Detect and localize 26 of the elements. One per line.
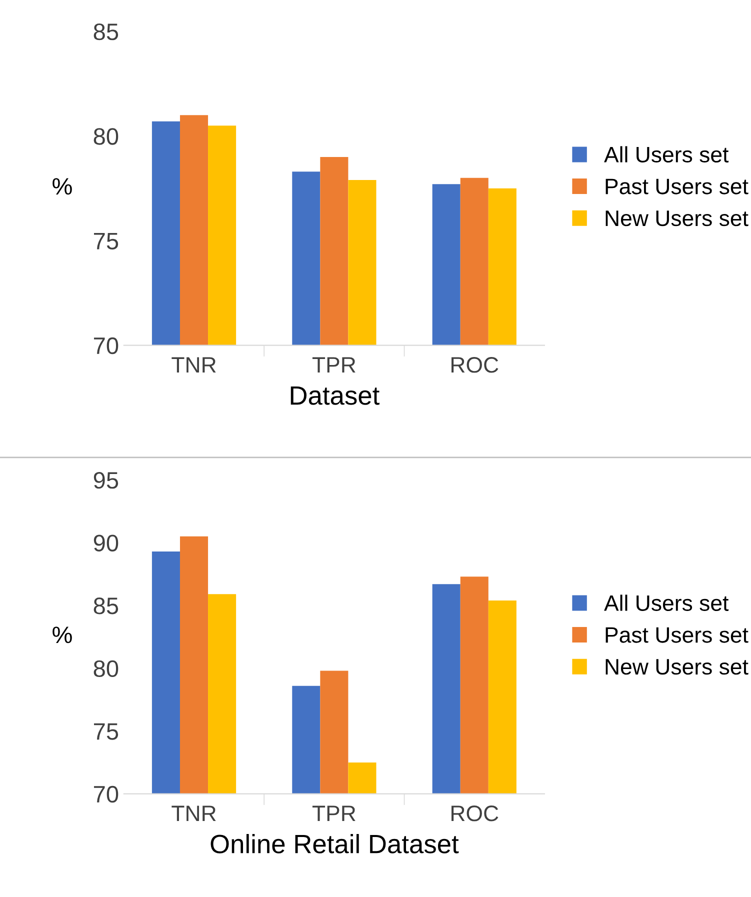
y-tick-label: 70	[94, 786, 118, 803]
legend-label: Past Users set	[606, 627, 748, 643]
y-tick-label: 75	[94, 723, 118, 740]
x-axis-title: Dataset	[290, 386, 380, 405]
x-tick-label: TNR	[172, 806, 216, 822]
legend-label: New Users set	[606, 659, 748, 675]
y-axis-title: %	[52, 626, 72, 644]
x-tick-label: TPR	[312, 357, 356, 373]
x-tick-label: TNR	[172, 357, 216, 373]
y-tick-label: 95	[94, 472, 118, 489]
y-tick-label: 75	[94, 233, 118, 250]
y-tick-label: 85	[94, 23, 118, 40]
legend-label: All Users set	[604, 146, 729, 163]
legend-label: New Users set	[606, 210, 748, 226]
y-tick-label: 85	[94, 598, 118, 614]
y-tick-label: 80	[94, 128, 118, 145]
x-tick-label: TPR	[312, 806, 356, 822]
y-axis-title: %	[52, 178, 72, 195]
legend-label: Past Users set	[606, 178, 748, 194]
legend-label: All Users set	[604, 594, 729, 612]
y-tick-label: 90	[94, 534, 118, 552]
x-tick-label: ROC	[452, 357, 498, 373]
y-tick-label: 70	[94, 337, 118, 354]
y-tick-label: 80	[94, 660, 118, 678]
x-tick-label: ROC	[452, 806, 498, 822]
x-axis-title: Online Retail Dataset	[210, 834, 459, 854]
